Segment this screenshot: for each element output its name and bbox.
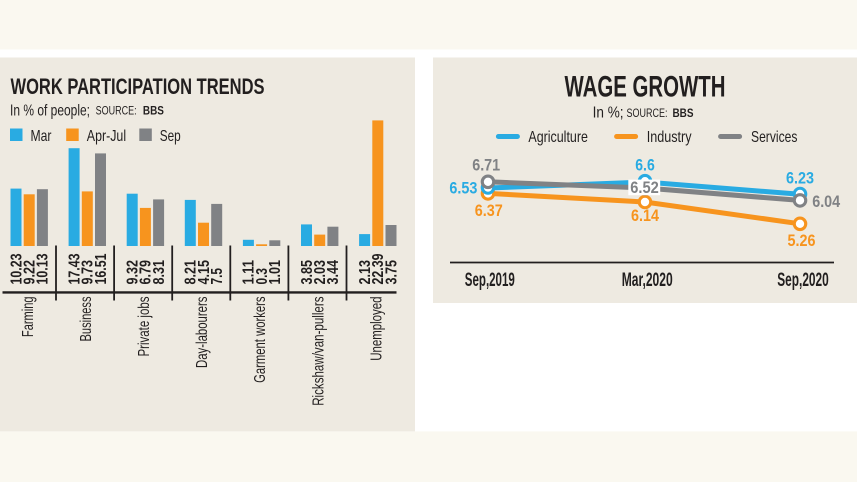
svg-text:6.52: 6.52 [630,178,659,197]
svg-text:Sep,2020: Sep,2020 [777,269,829,291]
svg-text:7.5: 7.5 [209,268,226,285]
svg-text:2.13: 2.13 [357,260,374,285]
svg-text:17.43: 17.43 [66,253,83,284]
svg-text:Agriculture: Agriculture [528,129,588,146]
svg-text:6.71: 6.71 [472,155,500,174]
svg-text:6.04: 6.04 [812,192,840,211]
svg-text:In %;: In %; [593,104,624,121]
svg-text:6.37: 6.37 [475,201,503,220]
svg-text:5.26: 5.26 [788,231,816,250]
svg-text:3.44: 3.44 [325,260,342,285]
svg-text:Sep: Sep [160,128,181,145]
svg-text:6.23: 6.23 [786,169,814,188]
svg-text:9.73: 9.73 [80,260,97,285]
svg-text:SOURCE:: SOURCE: [96,106,137,118]
svg-text:1.01: 1.01 [267,260,284,285]
svg-text:8.31: 8.31 [151,260,168,285]
svg-text:Services: Services [751,129,797,146]
svg-text:Farming: Farming [20,297,37,338]
svg-text:22.39: 22.39 [370,253,387,284]
svg-text:2.03: 2.03 [312,260,329,285]
svg-text:9.32: 9.32 [125,260,142,285]
svg-text:4.15: 4.15 [196,260,213,285]
svg-text:Garment workers: Garment workers [252,297,269,383]
svg-text:Day-labourers: Day-labourers [194,297,211,369]
svg-text:6.53: 6.53 [449,178,477,197]
svg-text:3.75: 3.75 [383,260,400,285]
svg-text:Apr-Jul: Apr-Jul [87,128,126,145]
svg-text:Sep,2019: Sep,2019 [465,269,515,291]
svg-text:SOURCE:: SOURCE: [627,108,668,120]
svg-text:Industry: Industry [647,129,692,146]
svg-text:9.22: 9.22 [22,260,39,285]
svg-text:0.3: 0.3 [254,268,271,285]
svg-text:6.79: 6.79 [138,260,155,285]
svg-text:WORK PARTICIPATION TRENDS: WORK PARTICIPATION TRENDS [11,74,265,99]
svg-text:Rickshaw/van-pullers: Rickshaw/van-pullers [310,297,327,406]
svg-text:10.13: 10.13 [35,253,52,284]
svg-text:3.85: 3.85 [299,260,316,285]
svg-text:Mar,2020: Mar,2020 [622,269,673,291]
svg-text:WAGE GROWTH: WAGE GROWTH [565,71,726,104]
svg-text:Private jobs: Private jobs [136,297,153,357]
svg-text:16.51: 16.51 [93,253,110,284]
svg-text:8.21: 8.21 [183,260,200,285]
svg-text:BBS: BBS [143,104,164,118]
svg-text:Mar: Mar [31,128,53,145]
svg-text:6.6: 6.6 [635,155,655,174]
svg-text:BBS: BBS [673,106,694,120]
svg-text:6.14: 6.14 [631,206,659,225]
svg-text:10.23: 10.23 [8,253,25,284]
svg-text:In % of people;: In % of people; [10,102,90,119]
svg-text:1.11: 1.11 [241,260,258,285]
svg-text:Unemployed: Unemployed [368,297,385,361]
svg-text:Business: Business [78,297,95,342]
